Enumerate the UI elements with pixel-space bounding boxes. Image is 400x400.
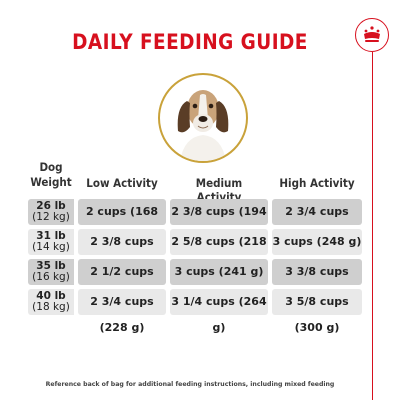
table-row: 31 lb(14 kg) 2 3/8 cups (189 g) 2 5/8 cu… bbox=[28, 229, 362, 274]
table-row: 26 lb(12 kg) 2 cups (168 g) 2 3/8 cups (… bbox=[28, 199, 362, 244]
royal-canin-crown-icon bbox=[355, 18, 389, 52]
medium-activity-cell: 3 1/4 cups (264 g) bbox=[170, 289, 268, 334]
medium-activity-cell: 3 cups (241 g) bbox=[170, 259, 268, 285]
weight-cell: 26 lb (12 kg) bbox=[28, 199, 74, 225]
weight-column-header: Dog Weight bbox=[30, 160, 72, 189]
high-activity-cell: 3 cups (248 g) bbox=[272, 229, 362, 255]
low-activity-cell: 2 3/8 cups (189 g) bbox=[78, 229, 166, 274]
page-title: DAILY FEEDING GUIDE bbox=[72, 30, 308, 54]
weight-cell: 35 lb (16 kg) bbox=[28, 259, 74, 285]
high-activity-cell: 3 3/8 cups (274 g) bbox=[272, 259, 362, 304]
low-activity-cell: 2 cups (168 g) bbox=[78, 199, 166, 244]
weight-cell: 31 lb (14 kg) bbox=[28, 229, 74, 255]
medium-activity-cell: 2 3/8 cups (194 g) bbox=[170, 199, 268, 244]
accent-line bbox=[372, 52, 373, 400]
medium-activity-cell: 2 5/8 cups (218 g) bbox=[170, 229, 268, 274]
table-row: 40 lb (18 kg) 2 3/4 cups (228 g) 3 1/4 cu… bbox=[28, 289, 362, 334]
low-activity-header: Low Activity bbox=[86, 176, 158, 190]
low-activity-cell: 2 3/4 cups (228 g) bbox=[78, 289, 166, 334]
table-row: 35 lb(16 kg) 2 1/2 cups (208 g) 3 cups (… bbox=[28, 259, 362, 304]
high-activity-cell: 2 3/4 cups (221 g) bbox=[272, 199, 362, 244]
weight-cell: 40 lb (18 kg) bbox=[28, 289, 74, 315]
high-activity-cell: 3 5/8 cups (300 g) bbox=[272, 289, 362, 334]
footnote: Reference back of bag for additional fee… bbox=[45, 381, 335, 388]
low-activity-cell: 2 1/2 cups (208 g) bbox=[78, 259, 166, 304]
beagle-dog-photo bbox=[158, 73, 248, 163]
high-activity-header: High Activity bbox=[279, 176, 355, 190]
